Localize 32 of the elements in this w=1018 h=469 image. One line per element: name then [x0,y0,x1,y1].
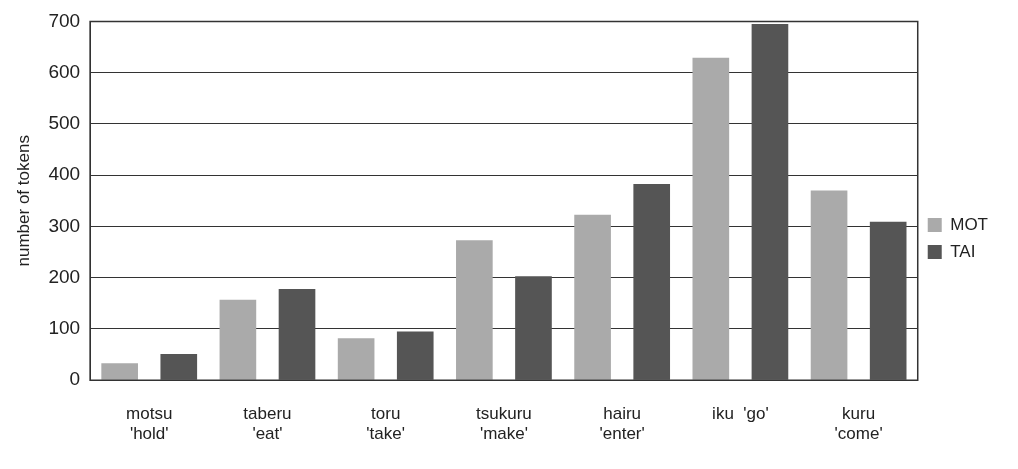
x-tick-label: toru 'take' [366,404,405,444]
bar [869,221,907,380]
y-axis-title: number of tokens [13,135,33,267]
bar [574,214,611,380]
legend-label: TAI [950,241,976,261]
legend-label: MOT [950,214,989,234]
bar [337,338,375,380]
bar [810,190,848,380]
x-tick-label: tsukuru 'make' [476,404,532,444]
y-tick-label: 0 [69,368,81,390]
bar [692,57,730,380]
bar [101,363,138,380]
y-tick-label: 600 [48,60,81,82]
bar [751,23,789,380]
x-tick-label: iku 'go' [712,404,769,424]
bar [456,240,493,380]
y-tick-label: 500 [48,112,81,134]
y-tick-label: 200 [48,265,81,287]
x-tick-label: kuru 'come' [834,404,883,444]
bar [396,331,434,380]
y-tick-label: 700 [48,9,81,31]
y-tick-label: 400 [48,163,81,185]
bar [219,299,257,380]
bar [160,354,198,380]
x-tick-label: hairu 'enter' [599,404,645,444]
x-tick-label: taberu 'eat' [243,404,292,444]
y-tick-label: 300 [48,214,81,236]
bar [633,183,671,380]
x-tick-label: motsu 'hold' [126,404,173,444]
bar [278,288,316,380]
y-tick-label: 100 [48,317,81,339]
bar [515,276,552,380]
